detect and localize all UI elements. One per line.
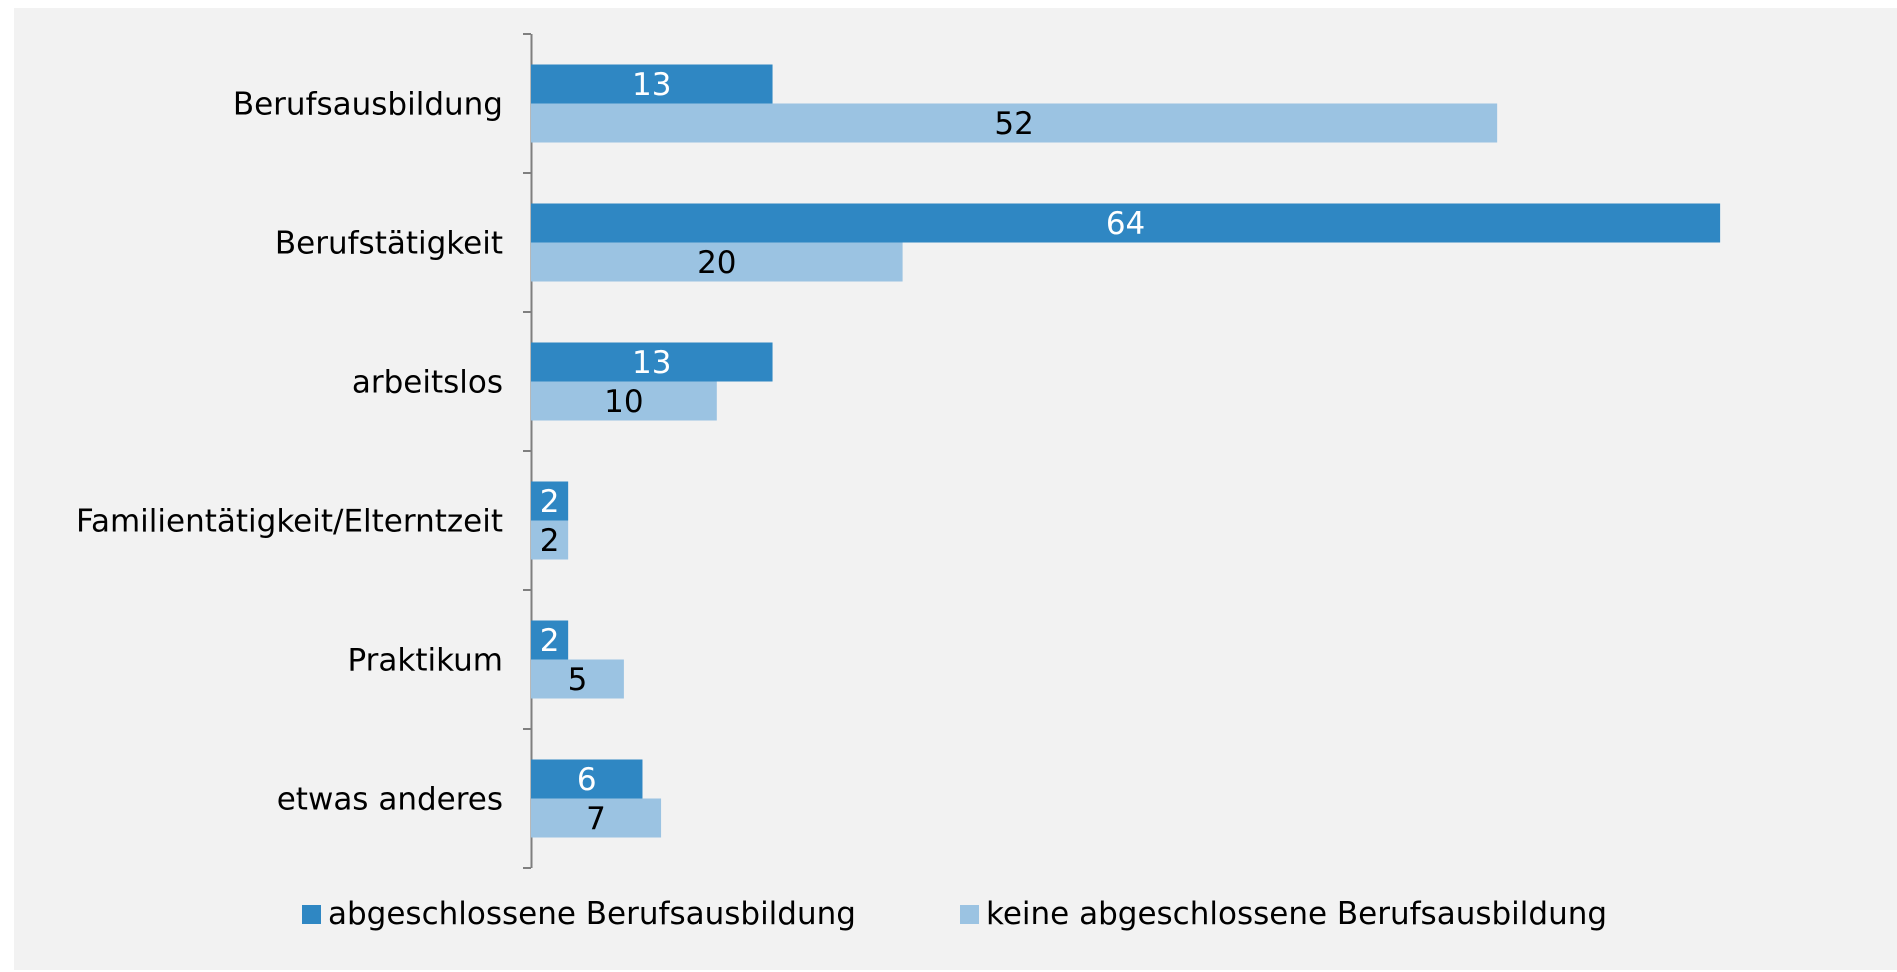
bar-abgeschlossene xyxy=(531,481,569,521)
category-label: Berufsausbildung xyxy=(233,87,503,123)
data-label: 5 xyxy=(568,662,588,698)
data-label: 52 xyxy=(994,106,1033,142)
bar-abgeschlossene xyxy=(531,203,1721,243)
horizontal-bar-chart: Berufsausbildung1352Berufstätigkeit6420a… xyxy=(76,33,1721,932)
category-label: Berufstätigkeit xyxy=(275,226,503,262)
chart-panel: Berufsausbildung 13 52 Berufstätigkeit 64 20 a… xyxy=(14,8,1897,970)
data-label: 64 xyxy=(1106,206,1145,242)
bar-keine-abgeschlossene xyxy=(531,381,717,421)
category-label: Familientätigkeit/Elterntzeit xyxy=(76,504,503,540)
legend-entry: keine abgeschlossene Berufsausbildung xyxy=(986,896,1607,932)
data-label: 2 xyxy=(540,523,560,559)
category-label: arbeitslos xyxy=(352,365,503,401)
bar-keine-abgeschlossene xyxy=(531,242,903,282)
data-label: 6 xyxy=(577,762,597,798)
category-label: etwas anderes xyxy=(277,782,503,818)
bar-keine-abgeschlossene xyxy=(531,798,662,838)
bar-keine-abgeschlossene xyxy=(531,659,624,699)
bar-abgeschlossene xyxy=(531,342,773,382)
bar-keine-abgeschlossene xyxy=(531,520,569,560)
legend-entry: abgeschlossene Berufsausbildung xyxy=(328,896,856,932)
legend-swatch xyxy=(302,905,321,924)
data-label: 2 xyxy=(540,623,560,659)
data-label: 13 xyxy=(632,67,671,103)
category-label: Praktikum xyxy=(348,643,503,679)
legend-swatch xyxy=(960,905,979,924)
data-label: 10 xyxy=(604,384,643,420)
bar-abgeschlossene xyxy=(531,620,569,660)
data-label: 20 xyxy=(697,245,736,281)
data-label: 2 xyxy=(540,484,560,520)
data-label: 7 xyxy=(586,801,606,837)
bar-abgeschlossene xyxy=(531,759,643,799)
bar-keine-abgeschlossene xyxy=(531,103,1498,143)
data-label: 13 xyxy=(632,345,671,381)
bar-abgeschlossene xyxy=(531,64,773,104)
